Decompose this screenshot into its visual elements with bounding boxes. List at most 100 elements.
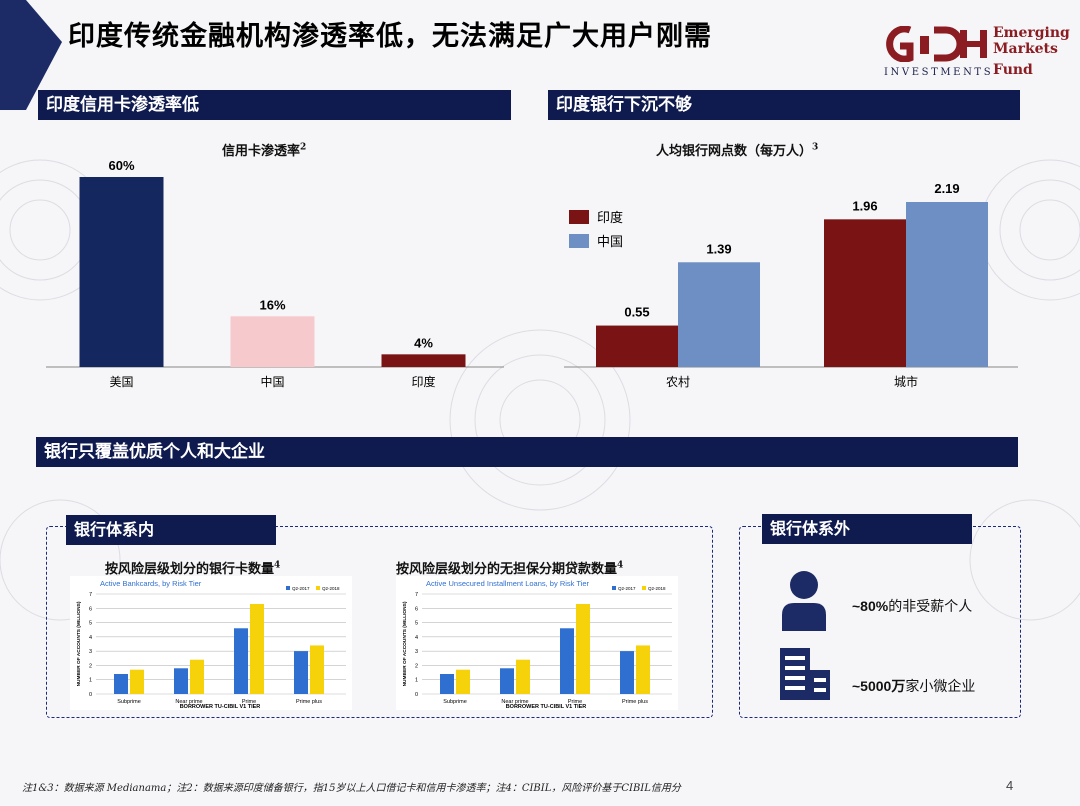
mini-legend-swatch: [286, 586, 290, 590]
mini-bar: [516, 659, 530, 694]
inside-bank-box: [46, 526, 713, 718]
mini-bar: [130, 669, 144, 694]
mini-ylabel: NUMBER OF ACCOUNTS (MILLIONS): [76, 601, 82, 686]
stat1-value: ~80%: [852, 598, 889, 614]
mini-bar: [456, 669, 470, 694]
corner-triangle: [0, 0, 62, 110]
mini-ylabel: NUMBER OF ACCOUNTS (MILLIONS): [402, 601, 408, 686]
enterprise-building-icon: [780, 648, 830, 700]
mini-subtitle: Active Unsecured Installment Loans, by R…: [426, 579, 589, 588]
logo-word-markets: Markets: [993, 41, 1058, 57]
logo-investments: INVESTMENTS: [884, 67, 994, 78]
logo: Emerging Markets INVESTMENTS Fund: [880, 26, 1075, 82]
gdh-logo-icon: [886, 25, 987, 63]
mini-chart2-note: 4: [617, 560, 624, 571]
chart1-bar: [230, 316, 315, 367]
mini-category-label: Subprime: [443, 699, 467, 705]
chart2-legend-swatch: [569, 234, 589, 248]
chart2-value-label: 1.96: [852, 198, 877, 213]
mini-category-label: Prime: [568, 699, 582, 705]
stat-salaried: ~80%的非受薪个人: [852, 596, 972, 616]
mini-ytick-label: 6: [415, 606, 418, 612]
section-banks: 印度银行下沉不够: [548, 90, 1020, 120]
mini-ytick-label: 2: [415, 663, 418, 669]
mini-chart1-note: 4: [274, 560, 281, 571]
credit-card-penetration-chart: 60% 美国 16% 中国 4% 印度: [46, 158, 504, 389]
mini-ytick-label: 5: [415, 621, 418, 627]
mini-bar: [576, 604, 590, 694]
chart1-value-label: 60%: [108, 158, 134, 173]
person-icon: [782, 571, 826, 631]
mini-chart2-title: 按风险层级划分的无担保分期贷款数量4: [396, 558, 623, 577]
mini-legend-swatch: [316, 586, 320, 590]
outside-bank-label: 银行体系外: [762, 514, 972, 544]
mini-bar: [114, 674, 128, 694]
section-coverage: 银行只覆盖优质个人和大企业: [36, 437, 1018, 467]
mini-legend-swatch: [642, 586, 646, 590]
mini-bar: [636, 645, 650, 694]
mini-legend-label: Q2-2017: [292, 586, 310, 591]
chart1-category-label: 美国: [109, 375, 133, 389]
bankcards-risk-tier-chart: Active Bankcards, by Risk Tier Q2-2017 Q2-…: [70, 576, 352, 710]
mini-chart1-title: 按风险层级划分的银行卡数量4: [105, 558, 280, 577]
mini-ytick-label: 2: [89, 663, 92, 669]
chart1-bar: [381, 354, 466, 367]
mini-legend-swatch: [612, 586, 616, 590]
section-credit-card: 印度信用卡渗透率低: [38, 90, 511, 120]
chart2-legend-swatch: [569, 210, 589, 224]
mini-category-label: Prime plus: [622, 699, 648, 705]
mini-legend-label: Q2-2018: [322, 586, 340, 591]
chart2-legend-label: 中国: [597, 235, 623, 250]
mini-ytick-label: 7: [89, 592, 92, 598]
mini-xlabel: BORROWER TU-CIBIL V1 TIER: [506, 704, 587, 710]
footnote: 注1&3：数据来源 Medianama；注2：数据来源印度储备银行，指15岁以上…: [22, 783, 681, 794]
mini-ytick-label: 4: [415, 635, 418, 641]
chart1-title-note: 2: [300, 142, 307, 153]
chart1-bar: [79, 177, 164, 367]
mini-legend-label: Q2-2017: [618, 586, 636, 591]
stat2-text: 家小微企业: [905, 679, 976, 695]
chart2-category-label: 城市: [894, 374, 918, 389]
page-title: 印度传统金融机构渗透率低，无法满足广大用户刚需: [68, 21, 712, 52]
stat2-value: ~5000万: [852, 678, 906, 694]
chart2-bar: [596, 325, 678, 367]
mini-subtitle: Active Bankcards, by Risk Tier: [100, 579, 202, 588]
mini-bar: [250, 604, 264, 694]
mini-bar: [234, 628, 248, 694]
stat1-text: 的非受薪个人: [888, 599, 973, 615]
mini-bar: [190, 659, 204, 694]
chart1-value-label: 4%: [414, 335, 433, 350]
chart2-title-text: 人均银行网点数（每万人）: [656, 144, 813, 159]
chart2-title: 人均银行网点数（每万人）3: [656, 140, 818, 159]
mini-category-label: Prime: [242, 699, 256, 705]
mini-ytick-label: 1: [415, 678, 418, 684]
page-number: 4: [1006, 778, 1014, 793]
mini-ytick-label: 7: [415, 592, 418, 598]
chart2-value-label: 1.39: [706, 241, 731, 256]
mini-ytick-label: 4: [89, 635, 92, 641]
mini-bar: [310, 645, 324, 694]
chart2-bar: [824, 219, 906, 367]
mini-bar: [294, 651, 308, 694]
mini-category-label: Prime plus: [296, 699, 322, 705]
mini-category-label: Near prime: [501, 699, 528, 705]
stat-micro-enterprises: ~5000万家小微企业: [852, 676, 975, 696]
chart2-category-label: 农村: [666, 375, 690, 389]
chart1-category-label: 印度: [411, 374, 435, 389]
mini-ytick-label: 1: [89, 678, 92, 684]
mini-xlabel: BORROWER TU-CIBIL V1 TIER: [180, 704, 261, 710]
mini-bar: [560, 628, 574, 694]
mini-chart2-title-text: 按风险层级划分的无担保分期贷款数量: [396, 562, 618, 577]
chart2-bar: [678, 262, 760, 367]
chart2-value-label: 2.19: [934, 181, 959, 196]
mini-bar: [500, 668, 514, 694]
logo-word-emerging: Emerging: [993, 25, 1070, 41]
mini-ytick-label: 5: [89, 621, 92, 627]
mini-ytick-label: 0: [415, 692, 418, 698]
mini-ytick-label: 3: [89, 649, 92, 655]
chart2-value-label: 0.55: [624, 305, 649, 320]
chart2-title-note: 3: [812, 142, 819, 153]
logo-word-fund: Fund: [993, 62, 1033, 78]
mini-ytick-label: 6: [89, 606, 92, 612]
